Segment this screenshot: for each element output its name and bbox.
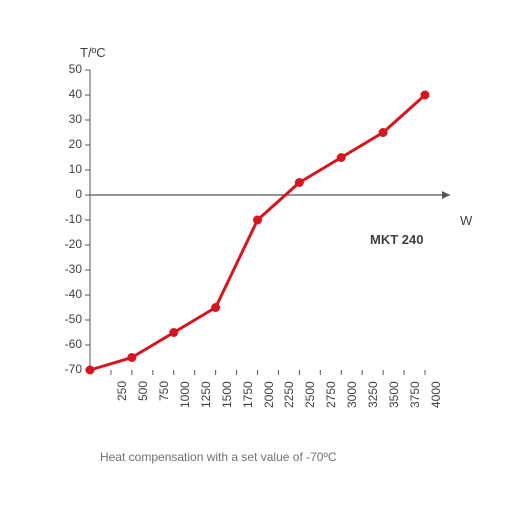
y-tick-label: -60: [52, 337, 82, 351]
y-tick-label: 0: [52, 187, 82, 201]
x-tick-label: 4000: [429, 381, 443, 408]
x-tick-label: 1500: [220, 381, 234, 408]
y-tick-label: -50: [52, 312, 82, 326]
y-tick-label: 20: [52, 137, 82, 151]
x-tick-label: 3250: [366, 381, 380, 408]
x-tick-label: 250: [115, 381, 129, 401]
y-tick-label: -40: [52, 287, 82, 301]
y-tick-label: -70: [52, 362, 82, 376]
x-tick-label: 2250: [282, 381, 296, 408]
chart-wrapper: { "chart": { "type": "line", "y_axis": {…: [0, 0, 515, 515]
y-tick-label: -10: [52, 212, 82, 226]
y-tick-label: -30: [52, 262, 82, 276]
y-tick-label: 30: [52, 112, 82, 126]
x-tick-label: 1750: [241, 381, 255, 408]
y-tick-label: -20: [52, 237, 82, 251]
y-tick-label: 50: [52, 62, 82, 76]
x-tick-label: 3000: [345, 381, 359, 408]
x-tick-label: 3500: [387, 381, 401, 408]
chart-svg: [0, 0, 515, 515]
y-tick-label: 40: [52, 87, 82, 101]
x-tick-label: 1250: [199, 381, 213, 408]
x-tick-label: 2500: [303, 381, 317, 408]
x-tick-label: 500: [136, 381, 150, 401]
x-tick-label: 2750: [324, 381, 338, 408]
y-tick-label: 10: [52, 162, 82, 176]
x-tick-label: 750: [157, 381, 171, 401]
x-tick-label: 1000: [178, 381, 192, 408]
x-tick-label: 3750: [408, 381, 422, 408]
x-tick-label: 2000: [262, 381, 276, 408]
